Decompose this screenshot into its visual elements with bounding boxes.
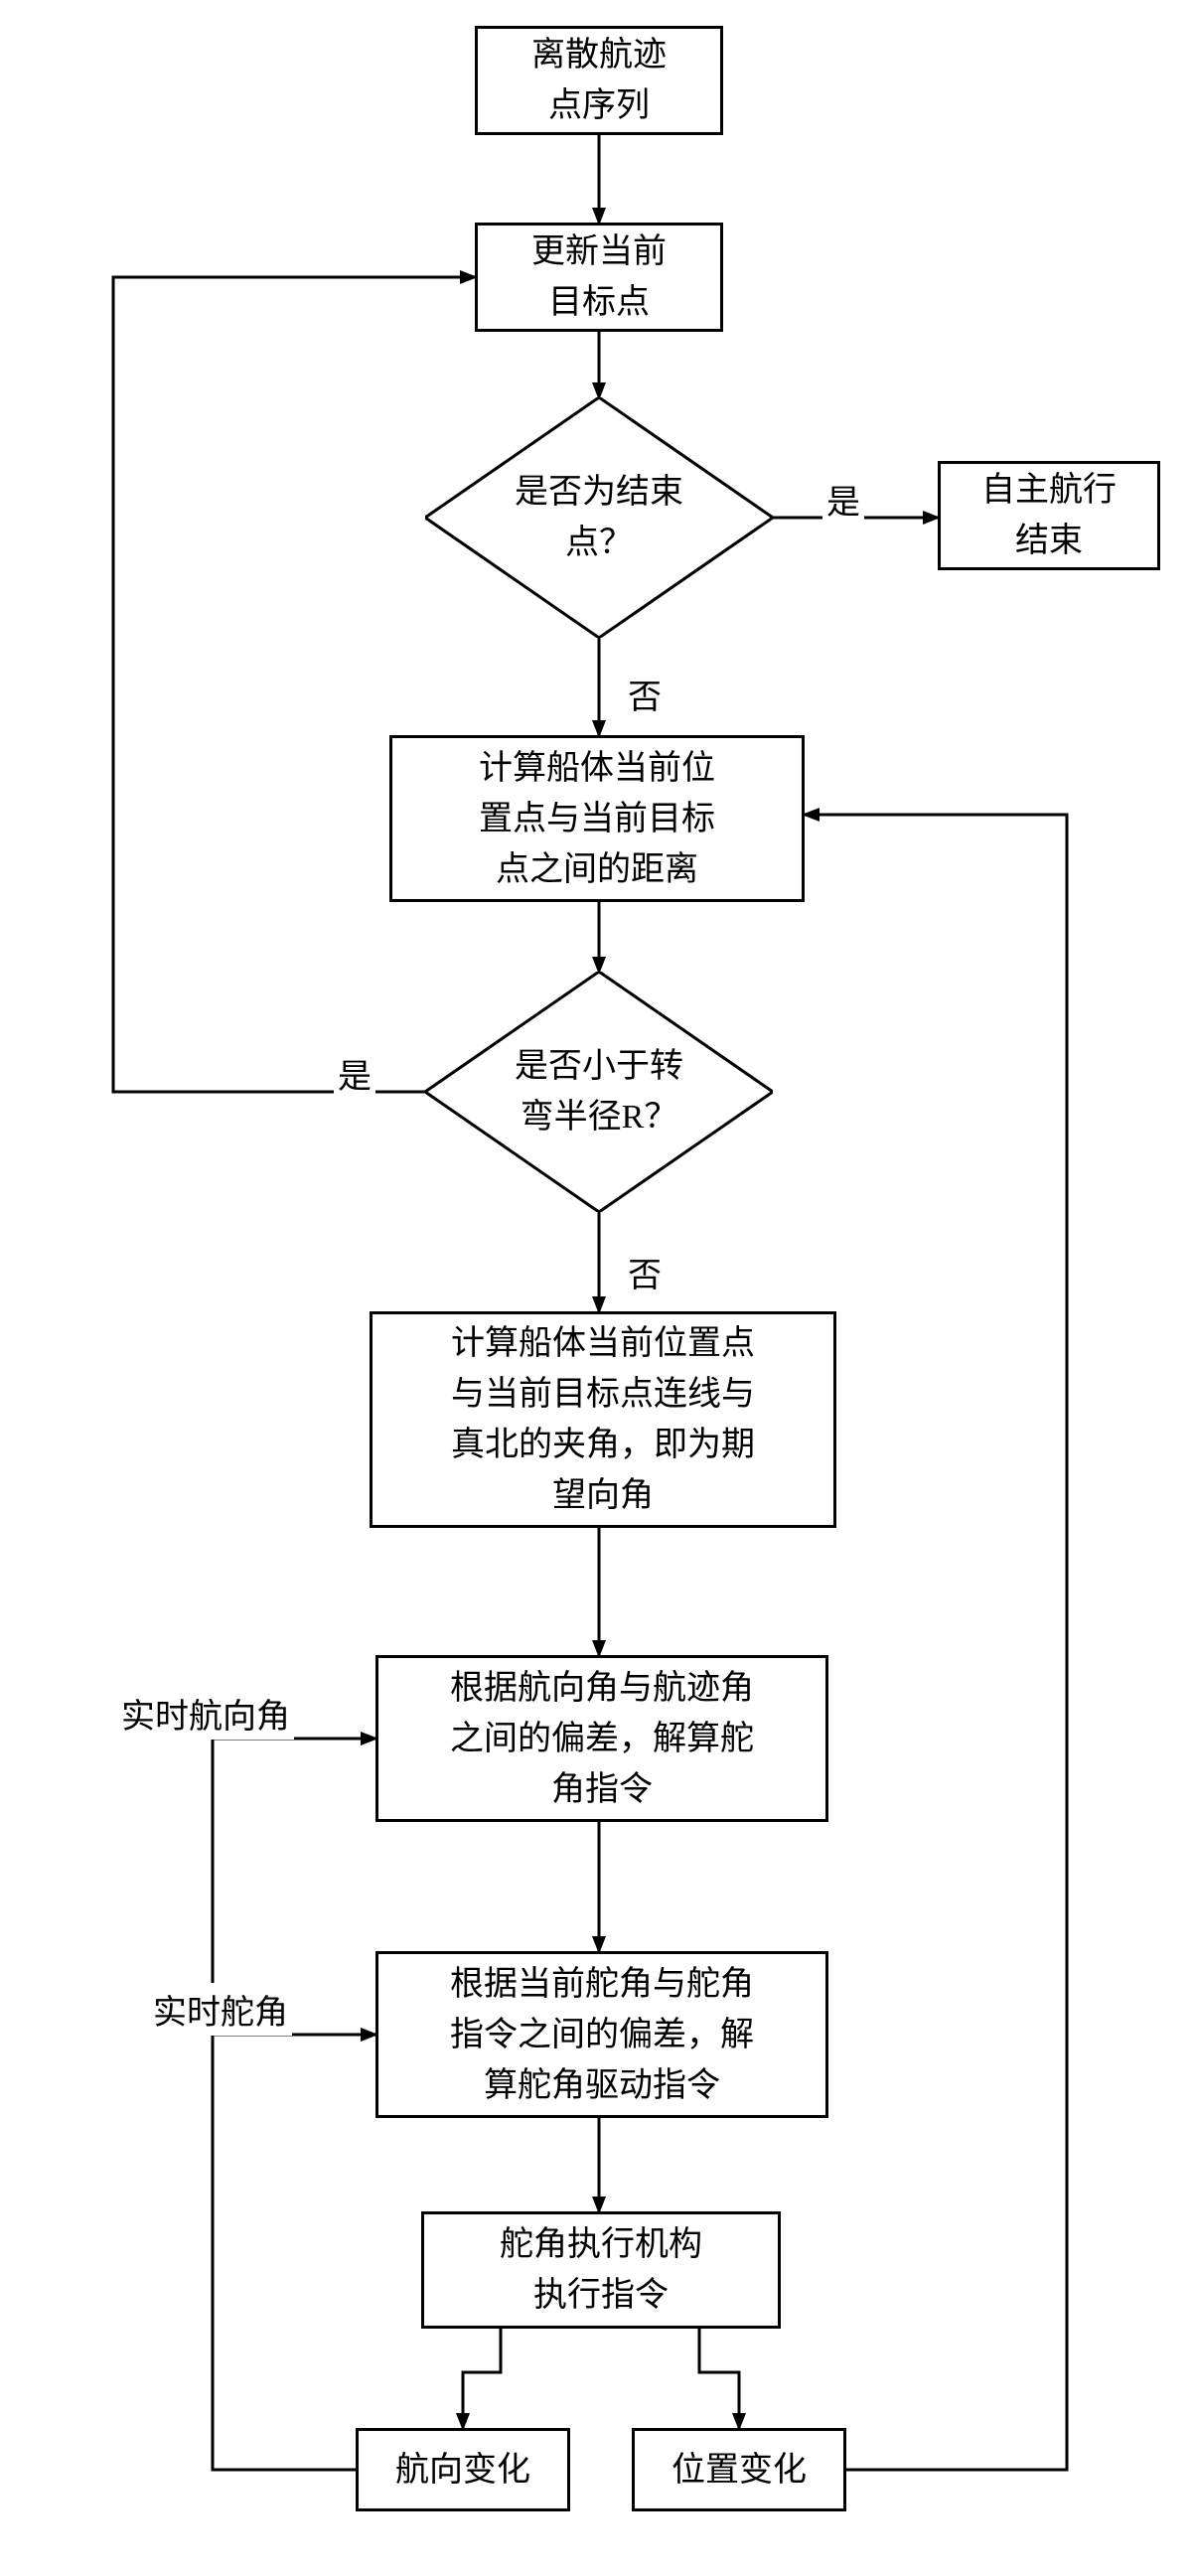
- node-position-change: 位置变化: [632, 2428, 846, 2511]
- node-text: 离散航迹点序列: [531, 30, 667, 131]
- node-calc-rudder-cmd: 根据航向角与航迹角之间的偏差，解算舵角指令: [375, 1655, 828, 1822]
- node-autonomous-nav-end: 自主航行结束: [938, 461, 1160, 570]
- label-realtime-rudder: 实时舵角: [149, 1983, 292, 2036]
- node-text: 航向变化: [395, 2445, 530, 2496]
- label-no-endpoint: 否: [624, 668, 666, 720]
- node-text: 位置变化: [672, 2445, 807, 2496]
- node-text: 根据当前舵角与舵角指令之间的偏差，解算舵角驱动指令: [450, 1959, 754, 2111]
- node-text: 更新当前目标点: [531, 227, 667, 328]
- diamond-is-end-point: 是否为结束点？: [425, 397, 773, 638]
- node-calc-rudder-drive-cmd: 根据当前舵角与舵角指令之间的偏差，解算舵角驱动指令: [375, 1951, 828, 2118]
- node-calc-distance: 计算船体当前位置点与当前目标点之间的距离: [389, 735, 805, 902]
- node-text: 计算船体当前位置点与当前目标点之间的距离: [479, 743, 715, 895]
- label-no-radius: 否: [624, 1246, 666, 1298]
- node-text: 自主航行结束: [981, 465, 1117, 566]
- node-text: 舵角执行机构执行指令: [500, 2219, 702, 2321]
- diamond-text: 是否小于转弯半径R？: [515, 1041, 683, 1142]
- node-update-current-target: 更新当前目标点: [475, 223, 723, 332]
- edges-layer: [0, 0, 1194, 2576]
- node-heading-change: 航向变化: [356, 2428, 570, 2511]
- node-rudder-actuator: 舵角执行机构执行指令: [421, 2211, 781, 2329]
- node-calc-expected-heading: 计算船体当前位置点与当前目标点连线与真北的夹角，即为期望向角: [370, 1311, 836, 1528]
- label-realtime-heading: 实时航向角: [117, 1687, 294, 1740]
- node-text: 根据航向角与航迹角之间的偏差，解算舵角指令: [450, 1663, 754, 1815]
- label-yes-endpoint: 是: [822, 473, 864, 526]
- diamond-text: 是否为结束点？: [515, 467, 683, 568]
- node-text: 计算船体当前位置点与当前目标点连线与真北的夹角，即为期望向角: [451, 1318, 755, 1521]
- node-discrete-track-sequence: 离散航迹点序列: [475, 26, 723, 135]
- label-yes-radius: 是: [334, 1047, 375, 1100]
- diamond-less-than-radius: 是否小于转弯半径R？: [425, 972, 773, 1212]
